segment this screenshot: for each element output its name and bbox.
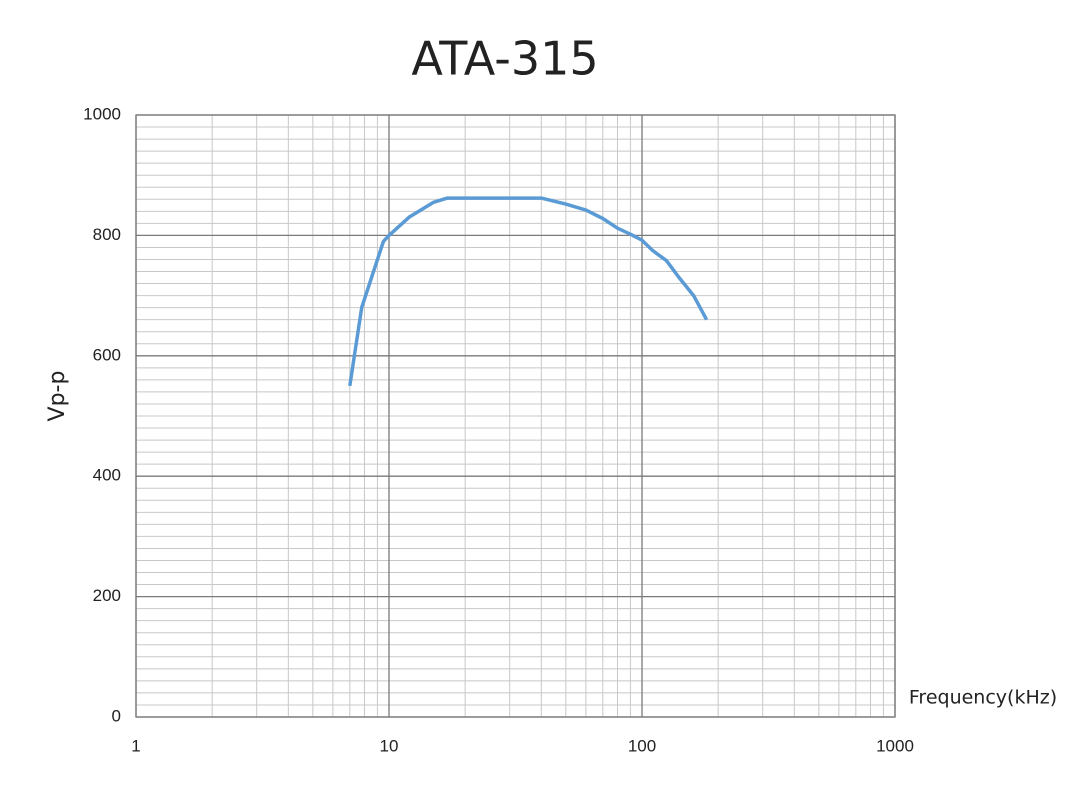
plot-frame — [135, 114, 896, 718]
x-tick-label: 10 — [380, 736, 399, 755]
chart-title: ATA-315 — [411, 32, 598, 86]
x-tick-label: 100 — [628, 736, 656, 755]
data-line — [348, 196, 709, 387]
y-axis-label: Vp-p — [45, 371, 70, 422]
y-tick-label: 800 — [93, 225, 121, 244]
x-axis-label: Frequency(kHz) — [909, 687, 1057, 709]
y-tick-label: 0 — [112, 706, 121, 725]
x-tick-label: 1 — [131, 736, 140, 755]
y-tick-label: 200 — [93, 586, 121, 605]
y-tick-label: 600 — [93, 345, 121, 364]
y-tick-label: 1000 — [83, 104, 121, 123]
x-tick-label: 1000 — [876, 736, 914, 755]
y-tick-label: 400 — [93, 466, 121, 485]
